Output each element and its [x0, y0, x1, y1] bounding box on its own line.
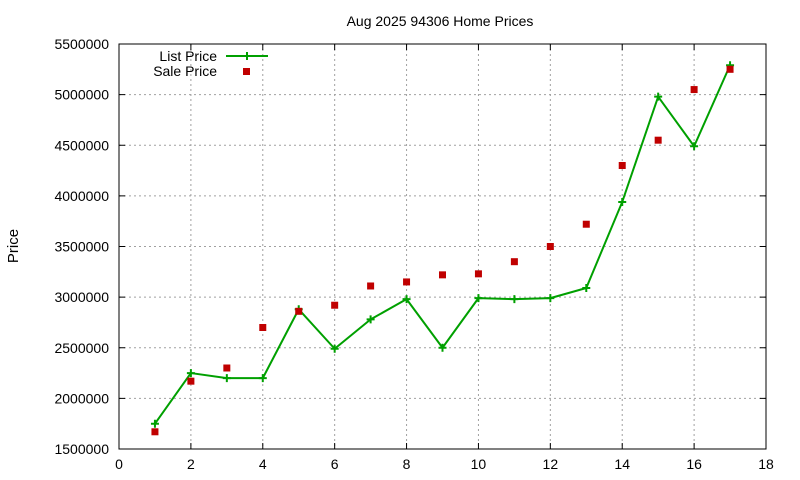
y-tick-label: 1500000 — [54, 441, 109, 457]
chart-title: Aug 2025 94306 Home Prices — [347, 13, 534, 29]
sale-price-point — [726, 65, 734, 73]
list-price-point — [150, 419, 159, 428]
plot-frame — [118, 43, 767, 450]
y-axis-ticks: 1500000 2000000 2500000 3000000 3500000 40000… — [54, 36, 766, 457]
x-axis-ticks: 0 2 4 6 8 10 12 14 16 18 — [115, 44, 774, 472]
list-price-point — [438, 343, 447, 352]
list-price-point — [474, 294, 483, 303]
legend-label-list-price: List Price — [159, 48, 217, 64]
sale-price-point — [223, 364, 231, 372]
list-price-point — [258, 374, 267, 383]
legend-marker-list-price — [243, 52, 251, 60]
y-tick-label: 3000000 — [54, 289, 109, 305]
list-price-line — [154, 64, 731, 425]
y-tick-label: 2500000 — [54, 340, 109, 356]
list-price-point — [330, 344, 339, 353]
sale-price-point — [690, 86, 698, 94]
sale-price-point — [295, 307, 303, 315]
sale-price-point — [259, 324, 267, 331]
sale-price-point — [546, 243, 554, 250]
x-tick-label: 12 — [543, 456, 559, 472]
y-tick-label: 2000000 — [54, 390, 109, 406]
sale-price-point — [151, 428, 159, 436]
list-price-point — [510, 295, 519, 304]
list-price-point — [654, 92, 663, 101]
legend-marker-sale-price — [243, 68, 250, 75]
x-tick-label: 8 — [403, 456, 411, 472]
list-price-point — [618, 197, 627, 206]
x-tick-label: 2 — [187, 456, 195, 472]
grid — [119, 44, 766, 449]
sale-price-point — [367, 282, 375, 290]
y-axis-title: Price — [5, 229, 22, 263]
sale-price-point — [439, 271, 446, 279]
list-price-point — [402, 295, 411, 304]
x-tick-label: 18 — [758, 456, 774, 472]
sale-price-point — [331, 301, 339, 309]
y-tick-label: 4500000 — [54, 137, 109, 153]
list-price-point — [222, 374, 231, 383]
series-area — [150, 61, 735, 436]
x-tick-label: 16 — [686, 456, 702, 472]
list-price-point — [186, 369, 195, 378]
y-tick-label: 5000000 — [54, 87, 109, 103]
sale-price-point — [618, 162, 626, 169]
sale-price-point — [187, 377, 195, 385]
legend-label-sale-price: Sale Price — [153, 63, 217, 79]
sale-price-point — [654, 136, 662, 144]
x-tick-label: 0 — [115, 456, 123, 472]
list-price-point — [582, 284, 591, 293]
y-tick-label: 3500000 — [54, 239, 109, 255]
sale-price-point — [582, 220, 590, 228]
sale-price-point — [510, 258, 518, 266]
x-tick-label: 14 — [614, 456, 630, 472]
sale-price-point — [474, 270, 482, 278]
x-tick-label: 4 — [259, 456, 267, 472]
sale-price-point — [403, 278, 411, 286]
x-tick-label: 6 — [331, 456, 339, 472]
list-price-point — [546, 294, 555, 303]
legend: List Price Sale Price — [153, 48, 268, 79]
list-price-point — [690, 142, 699, 151]
list-price-point — [366, 315, 375, 324]
y-tick-label: 5500000 — [54, 36, 109, 52]
x-tick-label: 10 — [471, 456, 487, 472]
y-tick-label: 4000000 — [54, 188, 109, 204]
